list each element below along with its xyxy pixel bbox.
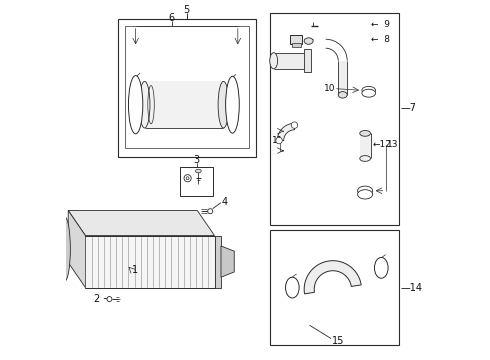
- Polygon shape: [215, 235, 221, 288]
- Bar: [292, 43, 300, 46]
- Text: ←  9: ← 9: [370, 19, 390, 28]
- Text: 2 →: 2 →: [95, 294, 112, 304]
- Ellipse shape: [362, 89, 375, 97]
- Bar: [338, 61, 347, 95]
- Ellipse shape: [358, 186, 373, 195]
- Ellipse shape: [128, 76, 143, 134]
- Bar: [118, 19, 256, 157]
- Bar: [180, 167, 213, 196]
- Bar: [274, 53, 306, 69]
- Ellipse shape: [304, 38, 313, 44]
- Ellipse shape: [338, 91, 347, 98]
- Bar: [304, 49, 311, 72]
- Circle shape: [107, 297, 112, 302]
- Circle shape: [208, 209, 213, 214]
- Text: 4: 4: [221, 197, 228, 207]
- Circle shape: [186, 177, 189, 180]
- Ellipse shape: [291, 122, 298, 129]
- Ellipse shape: [59, 217, 71, 281]
- Polygon shape: [304, 261, 361, 294]
- Text: 1: 1: [132, 265, 138, 275]
- Ellipse shape: [139, 81, 150, 128]
- Bar: [290, 36, 302, 44]
- Ellipse shape: [218, 81, 229, 128]
- Text: 15: 15: [332, 336, 344, 346]
- Bar: [270, 230, 399, 345]
- Text: 10: 10: [324, 84, 335, 93]
- Text: 6: 6: [169, 13, 175, 23]
- Ellipse shape: [360, 131, 370, 136]
- Text: —7: —7: [401, 103, 417, 113]
- Bar: [270, 13, 399, 225]
- Polygon shape: [277, 123, 294, 140]
- Text: 5: 5: [184, 5, 190, 15]
- Bar: [360, 134, 370, 158]
- Ellipse shape: [225, 76, 239, 133]
- Text: —14: —14: [401, 283, 423, 293]
- Ellipse shape: [270, 53, 278, 69]
- Ellipse shape: [374, 257, 388, 278]
- Ellipse shape: [276, 137, 282, 144]
- Ellipse shape: [360, 156, 370, 161]
- Ellipse shape: [358, 190, 373, 199]
- Polygon shape: [221, 246, 234, 277]
- Text: ←12: ←12: [373, 140, 392, 149]
- Text: ←  8: ← 8: [370, 35, 390, 44]
- Text: 13: 13: [387, 140, 398, 149]
- Polygon shape: [68, 211, 215, 235]
- Text: 3: 3: [194, 154, 199, 165]
- Ellipse shape: [196, 169, 201, 173]
- Bar: [145, 81, 223, 128]
- Bar: [125, 26, 248, 148]
- Circle shape: [184, 175, 191, 182]
- Polygon shape: [68, 211, 85, 288]
- Ellipse shape: [286, 277, 299, 298]
- Ellipse shape: [362, 86, 375, 94]
- Polygon shape: [85, 235, 215, 288]
- Text: 11: 11: [272, 136, 283, 145]
